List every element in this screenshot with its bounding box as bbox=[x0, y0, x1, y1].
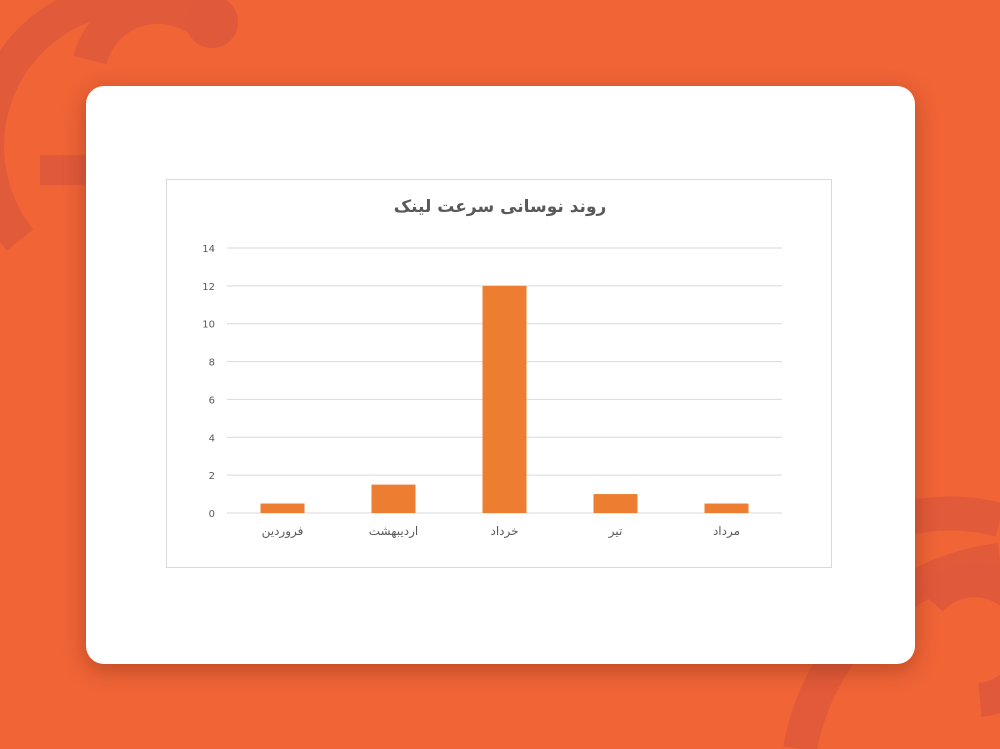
y-tick-label: 8 bbox=[209, 358, 215, 369]
bar-chart: روند نوسانی سرعت لینک 0 2 4 6 8 10 12 14 مرداد ت… bbox=[202, 197, 782, 539]
bar-0 bbox=[704, 503, 749, 513]
category-label: فروردین bbox=[262, 524, 304, 539]
category-label: خرداد bbox=[490, 524, 518, 539]
bars bbox=[260, 285, 749, 513]
category-label: مرداد bbox=[713, 524, 740, 539]
y-tick-label: 14 bbox=[202, 244, 215, 255]
category-labels: مرداد تیر خرداد اردیبهشت فروردین bbox=[262, 524, 740, 539]
y-tick-label: 12 bbox=[202, 282, 215, 293]
chart-frame: روند نوسانی سرعت لینک 0 2 4 6 8 10 12 14 مرداد ت… bbox=[166, 179, 832, 568]
bar-2 bbox=[482, 285, 527, 513]
y-tick-label: 4 bbox=[209, 433, 215, 444]
y-tick-label: 2 bbox=[209, 471, 215, 482]
category-label: اردیبهشت bbox=[369, 524, 418, 539]
bar-1 bbox=[593, 494, 638, 513]
y-axis-ticks: 0 2 4 6 8 10 12 14 bbox=[202, 244, 215, 520]
bar-3 bbox=[371, 484, 416, 513]
y-tick-label: 6 bbox=[209, 395, 215, 406]
y-tick-label: 10 bbox=[202, 320, 215, 331]
category-label: تیر bbox=[608, 524, 623, 539]
chart-title: روند نوسانی سرعت لینک bbox=[394, 197, 607, 217]
bar-4 bbox=[260, 503, 305, 513]
y-tick-label: 0 bbox=[209, 509, 215, 520]
